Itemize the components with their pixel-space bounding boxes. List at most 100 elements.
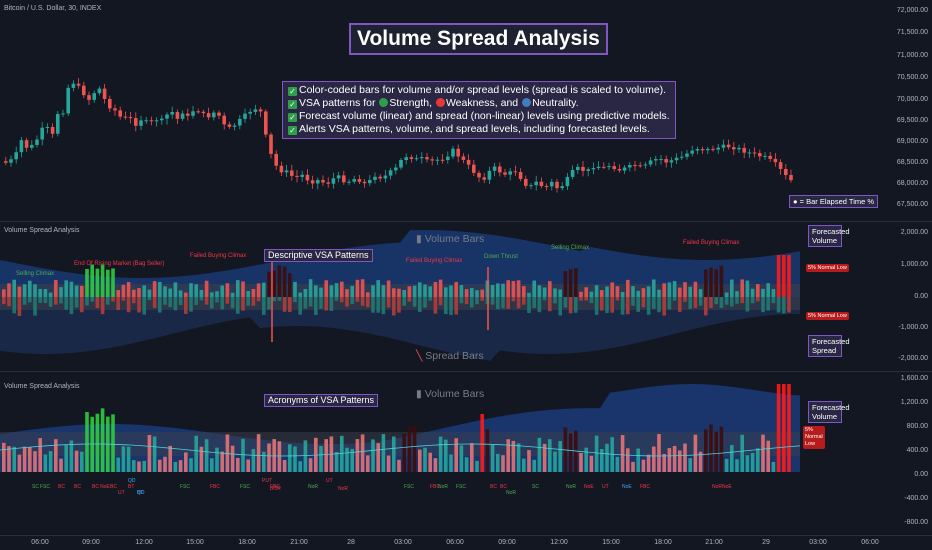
- spread-bar: [54, 297, 58, 305]
- volume-bar: [480, 289, 484, 297]
- pane2-volume-bar: [459, 445, 464, 472]
- spread-bar: [334, 297, 339, 301]
- pane2-axis[interactable]: 1,600.00 1,200.00 800.00 400.00 0.00 -40…: [880, 372, 932, 536]
- volume-bar: [423, 284, 427, 297]
- pane2-volume-bar: [137, 461, 141, 472]
- time-axis-divider: [0, 535, 932, 536]
- candle-body: [430, 159, 434, 161]
- volume-bar: [381, 285, 386, 297]
- pane2-volume-bar: [350, 448, 354, 472]
- pane1-axis[interactable]: 2,000.00 1,000.00 0.00 -1,000.00 -2,000.…: [880, 222, 932, 370]
- vsa-acronym: NoE: [100, 484, 110, 490]
- candle-body: [425, 157, 429, 160]
- pane-divider[interactable]: [0, 371, 932, 372]
- volume-bar: [158, 282, 162, 297]
- spread-bar: [246, 297, 250, 306]
- pane2-volume-bar: [605, 443, 609, 472]
- price-chart[interactable]: [0, 0, 880, 220]
- spread-bar: [501, 297, 505, 309]
- pane2-volume-bar: [501, 455, 505, 472]
- bar-chart-icon: ▮: [416, 388, 422, 400]
- candle-body: [440, 159, 445, 161]
- volume-bar: [59, 287, 63, 297]
- spread-bar: [241, 297, 245, 311]
- pane-divider[interactable]: [0, 221, 932, 222]
- candle-body: [747, 152, 752, 154]
- pane2-volume-bar: [397, 459, 401, 472]
- pane2-volume-bar: [2, 442, 6, 472]
- volume-bar: [745, 280, 750, 297]
- spread-bar: [506, 297, 510, 309]
- pane2-volume-bar: [776, 384, 781, 472]
- spread-bar: [761, 297, 765, 313]
- vsa-pane-acronyms[interactable]: [0, 372, 880, 536]
- spread-bar: [220, 297, 224, 310]
- spread-bar: [272, 297, 276, 302]
- volume-bar: [724, 292, 729, 297]
- volume-bar: [95, 268, 100, 297]
- volume-bar: [652, 279, 656, 297]
- vsa-acronym: BT: [137, 490, 144, 496]
- pattern-label: Selling Climax: [551, 245, 590, 251]
- spread-bar: [568, 297, 573, 314]
- pane2-volume-bar: [542, 443, 547, 472]
- pane2-volume-bar: [210, 458, 214, 472]
- candle-body: [191, 111, 195, 116]
- pane2-volume-bar: [12, 446, 16, 472]
- vsa-acronym: FSC: [404, 484, 414, 490]
- candle-body: [134, 118, 138, 126]
- spread-bar: [782, 297, 786, 314]
- pane2-volume-bar: [735, 459, 739, 472]
- volume-bar: [210, 292, 214, 297]
- volume-bar: [251, 288, 256, 297]
- pane2-volume-bar: [194, 435, 198, 472]
- pane2-tick: -400.00: [904, 495, 928, 502]
- time-axis[interactable]: 06:00 09:00 12:00 15:00 18:00 21:00 28 03:00 06:…: [0, 536, 932, 550]
- check-icon: ✓: [288, 87, 297, 96]
- spread-bar: [433, 297, 438, 314]
- pane2-volume-bar: [33, 451, 37, 472]
- price-tick: 68,000.00: [896, 180, 928, 187]
- pane2-volume-bar: [54, 439, 58, 472]
- spread-bar: [90, 297, 94, 302]
- time-tick: 12:00: [550, 539, 568, 546]
- vsa-acronym: BOR: [270, 486, 281, 492]
- pane2-tick: -800.00: [904, 519, 928, 526]
- volume-bar: [334, 283, 339, 297]
- pane2-volume-bar: [355, 439, 360, 472]
- candle-body: [373, 176, 377, 180]
- spread-bar: [397, 297, 401, 313]
- volume-bar: [698, 289, 703, 297]
- candle-body: [664, 159, 668, 163]
- price-axis[interactable]: 72,000.00 71,500.00 71,000.00 70,500.00 …: [880, 0, 932, 220]
- vsa-acronym: FBC: [210, 484, 220, 490]
- candle-body: [87, 95, 91, 100]
- pane2-volume-bar: [511, 440, 516, 472]
- candle-body: [212, 112, 216, 118]
- pane2-volume-bar: [626, 448, 630, 472]
- candle-body: [456, 148, 460, 157]
- symbol-header[interactable]: Bitcoin / U.S. Dollar, 30, INDEX: [4, 5, 102, 12]
- pane2-volume-bar: [787, 384, 791, 472]
- pane2-volume-bar: [48, 451, 53, 472]
- candle-body: [466, 159, 471, 165]
- pane2-volume-bar: [470, 443, 474, 472]
- pane2-tick: 0.00: [914, 471, 928, 478]
- spread-bar: [688, 297, 692, 309]
- spread-bar: [7, 297, 11, 307]
- candle-body: [30, 144, 34, 148]
- candle-body: [227, 124, 232, 127]
- candle-body: [139, 120, 143, 126]
- pane2-volume-bar: [600, 448, 604, 472]
- pane2-volume-bar: [558, 441, 562, 472]
- volume-bar: [282, 266, 287, 297]
- pattern-label: Failed Buying Climax: [406, 258, 463, 264]
- vsa-pane-descriptive[interactable]: [0, 222, 880, 370]
- volume-bar: [589, 291, 594, 297]
- candle-body: [586, 169, 590, 171]
- pane2-volume-bar: [464, 457, 469, 472]
- spread-bar: [693, 297, 698, 308]
- pane2-volume-bar: [345, 447, 349, 472]
- volume-bar: [683, 282, 687, 297]
- volume-bar: [126, 282, 131, 297]
